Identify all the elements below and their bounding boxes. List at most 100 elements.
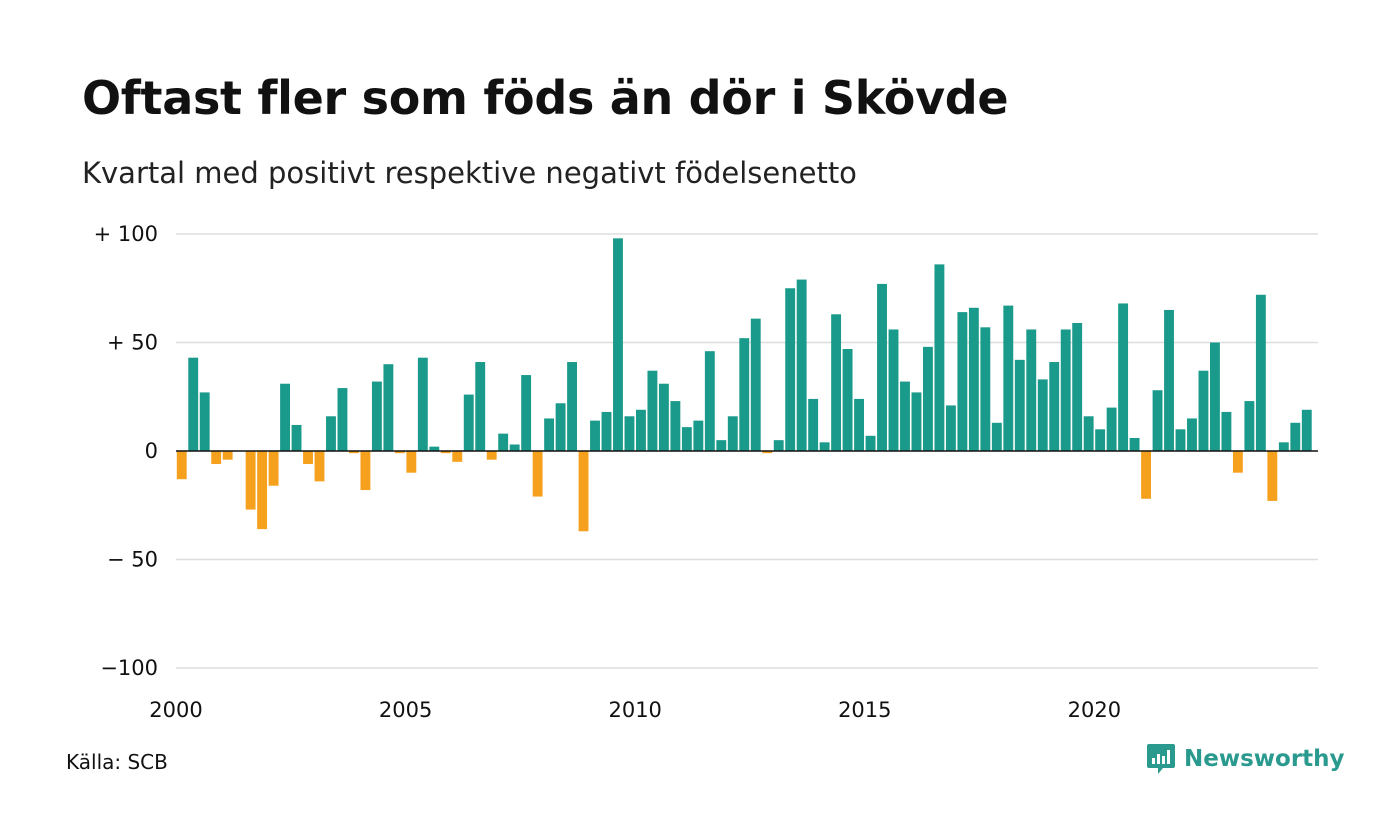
brand-logo[interactable]: Newsworthy [1146, 742, 1345, 776]
bar [900, 381, 910, 451]
bar [1290, 422, 1301, 451]
bar [877, 283, 887, 451]
bar-chart: + 100 + 50 0 − 50 −100 2000 2005 2010 2015 2020 [94, 222, 1318, 720]
bar [1210, 342, 1220, 451]
bar [199, 392, 210, 451]
bar [636, 409, 646, 451]
bar [257, 451, 268, 530]
bar [406, 451, 417, 473]
bar [1244, 401, 1255, 451]
y-tick-label: + 100 [94, 222, 158, 246]
bar [1060, 329, 1071, 451]
brand-name: Newsworthy [1184, 746, 1345, 772]
bar [360, 451, 371, 491]
bar [1118, 303, 1129, 451]
bar [1095, 429, 1106, 451]
newsworthy-logo-icon [1147, 744, 1175, 774]
bar [578, 451, 589, 532]
bar [945, 405, 956, 451]
bar [371, 381, 382, 451]
bar [727, 416, 738, 451]
bar [819, 442, 830, 451]
bar [670, 401, 681, 451]
bar [211, 451, 222, 465]
bar [486, 451, 497, 460]
y-tick-label: −100 [100, 656, 158, 680]
y-tick-label: + 50 [107, 331, 158, 355]
chart-title: Oftast fler som föds än dör i Skövde [82, 71, 1009, 125]
bar [498, 433, 509, 451]
bar [349, 451, 359, 454]
bar [176, 451, 187, 480]
x-tick-label: 2020 [1068, 698, 1121, 720]
bar [704, 351, 715, 451]
bar [808, 398, 819, 451]
bar [681, 427, 692, 451]
bar [1255, 294, 1266, 451]
bar [658, 383, 669, 451]
chart-subtitle: Kvartal med positivt respektive negativt… [82, 156, 857, 190]
bar [911, 392, 922, 451]
bar [991, 422, 1002, 451]
bar [1164, 309, 1174, 451]
bar [1037, 379, 1048, 451]
x-tick-label: 2000 [149, 698, 202, 720]
bar [303, 451, 313, 465]
bar [394, 451, 405, 454]
source-note: Källa: SCB [66, 750, 168, 774]
bar [842, 349, 853, 451]
bar [796, 279, 807, 451]
bar [716, 440, 727, 451]
bar [532, 451, 543, 497]
bar [1198, 370, 1209, 451]
bar [831, 314, 842, 451]
bar [222, 451, 233, 460]
bar [624, 416, 635, 451]
bar [957, 312, 968, 451]
bar [440, 451, 451, 454]
bar [1175, 429, 1186, 451]
bar [1221, 411, 1232, 451]
bar [1301, 409, 1312, 451]
bar [1083, 416, 1094, 451]
bar [463, 394, 474, 451]
bar [693, 420, 704, 451]
bar [1014, 359, 1025, 451]
bar [1141, 451, 1151, 499]
bar [544, 418, 555, 451]
bar [245, 451, 256, 510]
bar [1026, 329, 1037, 451]
bar [1278, 442, 1289, 451]
bar [1232, 451, 1243, 473]
bar [613, 238, 623, 451]
y-tick-label: − 50 [107, 548, 158, 572]
bar [475, 362, 486, 451]
bar [1106, 407, 1117, 451]
bar [1187, 418, 1197, 451]
bar [1003, 305, 1014, 451]
y-tick-label: 0 [145, 439, 158, 463]
bar [854, 398, 864, 451]
bar [888, 329, 899, 451]
bar [509, 444, 520, 451]
x-tick-label: 2005 [379, 698, 432, 720]
bar [521, 375, 532, 451]
x-tick-label: 2015 [838, 698, 891, 720]
bar [923, 346, 933, 451]
bar [417, 357, 428, 451]
bar [601, 411, 612, 451]
bar [268, 451, 279, 486]
bar [567, 362, 577, 451]
bar [1267, 451, 1278, 501]
bar [1072, 322, 1083, 451]
x-tick-label: 2010 [608, 698, 661, 720]
bar [326, 416, 336, 451]
bar [739, 338, 750, 451]
bar [1049, 362, 1060, 451]
bar [280, 383, 290, 451]
bar [750, 318, 761, 451]
bar [647, 370, 658, 451]
bar [773, 440, 784, 451]
bar [590, 420, 600, 451]
bar [934, 264, 945, 451]
